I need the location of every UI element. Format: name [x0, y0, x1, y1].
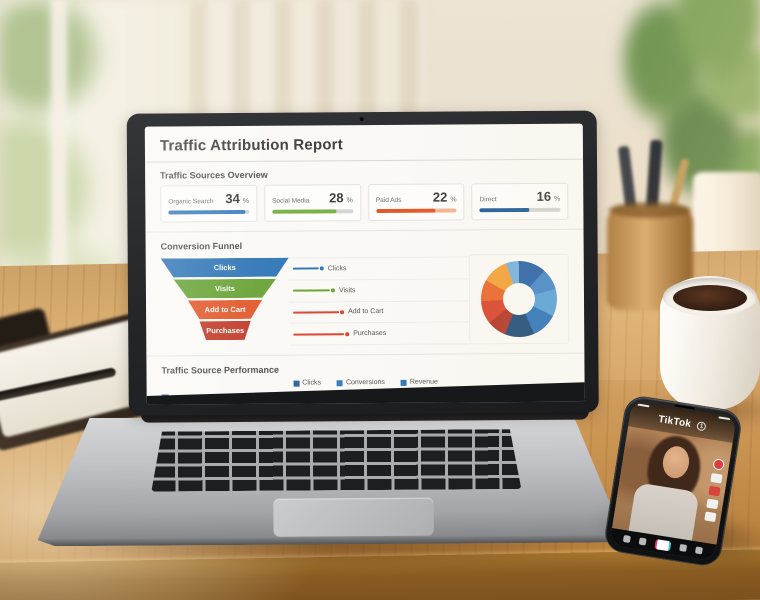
- callout-line: [293, 311, 340, 314]
- phone-screen: TikTok 1: [609, 400, 737, 562]
- card-paid-ads: Paid Ads 22%: [367, 183, 465, 222]
- progress-fill: [272, 209, 337, 214]
- legend-clicks: Clicks: [293, 379, 321, 387]
- card-direct: Direct 16%: [471, 182, 569, 221]
- title-divider: [145, 158, 584, 163]
- laptop-screen: Traffic Attribution Report Traffic Sourc…: [144, 123, 585, 405]
- progress-track: [272, 209, 353, 214]
- like-icon[interactable]: [710, 472, 723, 484]
- callout-clicks: Clicks: [288, 256, 469, 281]
- callout-purchases: Purchases: [289, 322, 470, 346]
- donut-chart-card: [468, 253, 570, 345]
- progress-fill: [479, 207, 530, 213]
- laptop-screen-bezel: Traffic Attribution Report Traffic Sourc…: [126, 110, 599, 416]
- card-label: Paid Ads: [375, 196, 402, 205]
- discover-icon[interactable]: [638, 537, 647, 546]
- coffee-surface: [673, 285, 747, 311]
- webcam-icon: [359, 117, 364, 122]
- progress-track: [168, 209, 250, 215]
- callout-dot-icon: [330, 288, 335, 293]
- profile-avatar-icon[interactable]: [712, 458, 725, 471]
- funnel-heading: Conversion Funnel: [160, 240, 243, 252]
- legend-swatch: [293, 380, 300, 387]
- page-title: Traffic Attribution Report: [159, 136, 343, 155]
- battery-icon: [718, 416, 731, 421]
- card-value: 16: [536, 188, 552, 204]
- traffic-report-dashboard: Traffic Attribution Report Traffic Sourc…: [145, 124, 585, 405]
- funnel-stage-visits: Visits: [161, 279, 289, 299]
- traffic-source-cards: Organic Search 34% Social Media 28% Paid A…: [160, 182, 569, 223]
- card-label: Organic Search: [168, 198, 214, 206]
- coffee-mug: [660, 276, 760, 410]
- callout-line: [293, 332, 345, 336]
- funnel-section: Clicks Visits Add to Cart Purchases Clic…: [161, 253, 570, 347]
- section-divider: [145, 228, 584, 233]
- legend-revenue: Revenue: [400, 379, 438, 386]
- legend-swatch: [400, 379, 407, 386]
- overview-heading: Traffic Sources Overview: [160, 169, 268, 181]
- comment-icon[interactable]: [708, 485, 721, 497]
- card-label: Social Media: [272, 197, 310, 205]
- donut-hole: [502, 282, 536, 316]
- callout-visits: Visits: [288, 279, 470, 303]
- donut-chart: [480, 260, 558, 338]
- live-badge-icon[interactable]: 1: [696, 421, 707, 432]
- progress-track: [375, 208, 457, 214]
- card-value: 34: [225, 190, 240, 207]
- home-icon[interactable]: [622, 534, 631, 543]
- card-label: Direct: [479, 196, 497, 204]
- bookmark-icon[interactable]: [706, 498, 719, 510]
- callout-dot-icon: [345, 331, 350, 336]
- create-button[interactable]: [654, 538, 672, 551]
- laptop-keyboard[interactable]: [151, 429, 521, 492]
- progress-fill: [168, 209, 246, 215]
- performance-heading: Traffic Source Performance: [161, 364, 280, 376]
- progress-track: [479, 207, 561, 213]
- card-value: 22: [432, 189, 448, 205]
- legend-conversions: Conversions: [336, 379, 385, 386]
- callout-add-to-cart: Add to Cart: [289, 300, 470, 324]
- callout-line: [292, 289, 330, 292]
- card-value: 28: [329, 190, 344, 206]
- funnel-stage-clicks: Clicks: [161, 258, 289, 278]
- smartphone: TikTok 1: [602, 393, 744, 569]
- share-icon[interactable]: [704, 511, 717, 523]
- funnel-stage-purchases: Purchases: [161, 321, 289, 341]
- callout-dot-icon: [319, 266, 324, 271]
- card-social-media: Social Media 28%: [263, 184, 361, 222]
- time-indicator: [637, 403, 650, 408]
- card-organic-search: Organic Search 34%: [160, 184, 258, 223]
- funnel-stage-add-to-cart: Add to Cart: [161, 300, 289, 320]
- callout-dot-icon: [340, 310, 345, 315]
- progress-fill: [375, 208, 436, 214]
- section-divider: [146, 352, 585, 357]
- laptop-trackpad[interactable]: [273, 497, 434, 537]
- callout-line: [292, 267, 319, 270]
- profile-icon[interactable]: [695, 546, 704, 555]
- inbox-icon[interactable]: [679, 543, 688, 552]
- funnel-chart: Clicks Visits Add to Cart Purchases: [161, 256, 290, 347]
- funnel-callouts: Clicks Visits Add to Cart Purchases: [288, 254, 470, 346]
- legend-swatch: [336, 379, 343, 386]
- pencil-cup-rim: [609, 202, 691, 218]
